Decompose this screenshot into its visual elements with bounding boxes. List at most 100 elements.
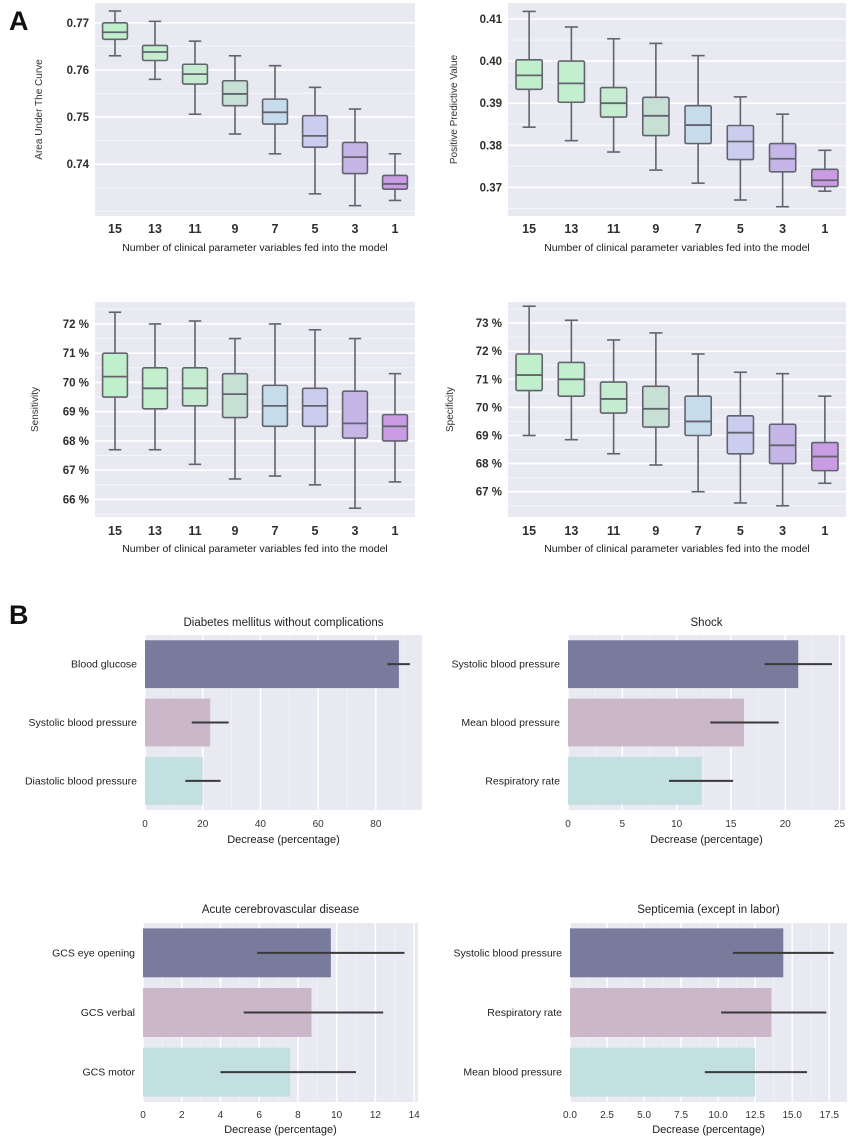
box	[684, 395, 713, 437]
x-tick-label: 11	[607, 524, 620, 538]
box-group-9	[641, 42, 670, 171]
bar-group-gcs-motor	[143, 1047, 357, 1097]
x-tick-label: 40	[255, 819, 267, 830]
box-group-1	[381, 152, 409, 202]
x-tick-label: 12	[370, 1110, 382, 1121]
box	[341, 390, 369, 439]
x-axis-label: Number of clinical parameter variables f…	[122, 242, 388, 254]
box	[101, 21, 129, 41]
x-tick-label: 11	[188, 524, 201, 538]
diabetes-plot: Diabetes mellitus without complications B…	[25, 617, 422, 846]
boxplot-sensitivity: 66 % 67 % 68 % 69 % 70 % 71 % 72 % Sensitivity 1…	[30, 288, 422, 564]
x-tick-label: 10.0	[708, 1110, 728, 1121]
y-tick-label: 0.77	[67, 18, 89, 30]
x-tick-label: 9	[652, 524, 659, 538]
category-label: Blood glucose	[71, 659, 137, 671]
bar-group-systolic-blood-pressure	[570, 928, 834, 978]
y-tick-label: 70 %	[63, 377, 89, 389]
x-tick-label: 3	[779, 524, 786, 538]
box-group-7	[684, 353, 713, 493]
box	[221, 372, 249, 419]
shock-plot: Shock Systolic blood pressure Mean blood p…	[451, 617, 846, 846]
x-tick-label: 5	[312, 222, 319, 236]
box-group-15	[515, 10, 544, 128]
y-tick-label: 68 %	[476, 459, 502, 471]
x-tick-label: 13	[148, 222, 162, 236]
box-group-13	[557, 319, 586, 441]
box-group-3	[341, 337, 369, 510]
x-tick-label: 7	[272, 524, 279, 538]
x-tick-label: 25	[834, 819, 846, 830]
panel-b-label: B	[9, 600, 29, 630]
bar-group-gcs-verbal	[143, 988, 384, 1037]
barchart-septicemia: Septicemia (except in labor) Systolic blo…	[425, 880, 850, 1137]
box-group-9	[221, 54, 249, 135]
bar-group-systolic-blood-pressure	[145, 698, 229, 747]
y-tick-label: 0.38	[480, 140, 503, 152]
box	[599, 381, 628, 414]
box-group-13	[141, 20, 169, 81]
x-tick-label: 9	[232, 222, 239, 236]
x-tick-label: 15	[108, 222, 122, 236]
box-group-11	[599, 339, 628, 455]
box	[301, 114, 329, 148]
box	[557, 60, 586, 104]
y-tick-label: 0.75	[67, 112, 90, 124]
box	[726, 415, 755, 455]
y-tick-label: 0.39	[480, 98, 502, 110]
x-tick-label: 2	[179, 1110, 185, 1121]
chart-title: Acute cerebrovascular disease	[202, 904, 359, 916]
x-tick-label: 12.5	[745, 1110, 765, 1121]
x-tick-label: 6	[256, 1110, 262, 1121]
y-tick-label: 70 %	[476, 402, 502, 414]
x-tick-label: 60	[313, 819, 325, 830]
x-tick-label: 15	[522, 222, 536, 236]
y-axis-label: Area Under The Curve	[34, 59, 45, 160]
boxplot-specificity: 67 % 68 % 69 % 70 % 71 % 72 % 73 % Specificity 1…	[443, 288, 850, 564]
box	[768, 423, 797, 465]
bar-group-gcs-eye-opening	[143, 928, 405, 978]
box-group-1	[810, 149, 839, 192]
box	[341, 141, 369, 175]
box-group-11	[181, 320, 209, 466]
y-axis-label: Sensitivity	[30, 387, 41, 432]
barchart-diabetes: Diabetes mellitus without complications B…	[0, 605, 447, 850]
box-group-5	[726, 96, 755, 201]
box-group-1	[381, 372, 409, 483]
x-axis-label: Decrease (percentage)	[650, 834, 763, 846]
x-axis-label: Decrease (percentage)	[652, 1124, 765, 1136]
x-tick-label: 0.0	[563, 1110, 577, 1121]
plot-background	[508, 3, 846, 216]
category-label: GCS motor	[82, 1067, 135, 1079]
y-tick-label: 72 %	[63, 319, 89, 331]
bar-group-diastolic-blood-pressure	[145, 756, 221, 805]
x-tick-label: 13	[564, 222, 578, 236]
y-tick-label: 0.41	[480, 14, 503, 26]
y-tick-label: 69 %	[63, 407, 89, 419]
x-tick-label: 9	[652, 222, 659, 236]
x-tick-label: 9	[232, 524, 239, 538]
bar	[145, 640, 399, 689]
x-axis-label: Decrease (percentage)	[227, 834, 340, 846]
x-tick-label: 14	[409, 1110, 421, 1121]
box	[301, 387, 329, 428]
category-label: GCS eye opening	[52, 947, 135, 959]
x-tick-label: 11	[188, 222, 201, 236]
x-tick-label: 10	[671, 819, 683, 830]
barchart-shock: Shock Systolic blood pressure Mean blood p…	[425, 605, 850, 850]
y-tick-label: 0.76	[67, 65, 89, 77]
x-tick-label: 20	[197, 819, 209, 830]
chart-title: Shock	[691, 617, 723, 629]
x-tick-label: 3	[352, 524, 359, 538]
sens-plot: 66 % 67 % 68 % 69 % 70 % 71 % 72 % Sensitivity 1…	[30, 302, 415, 555]
x-tick-label: 1	[392, 222, 399, 236]
x-tick-label: 4	[218, 1110, 224, 1121]
box	[726, 124, 755, 161]
y-tick-label: 66 %	[63, 494, 89, 506]
bar-group-systolic-blood-pressure	[568, 640, 832, 689]
x-tick-label: 20	[780, 819, 792, 830]
y-axis-label: Specificity	[445, 387, 456, 432]
box-group-9	[221, 337, 249, 480]
x-tick-label: 2.5	[600, 1110, 614, 1121]
